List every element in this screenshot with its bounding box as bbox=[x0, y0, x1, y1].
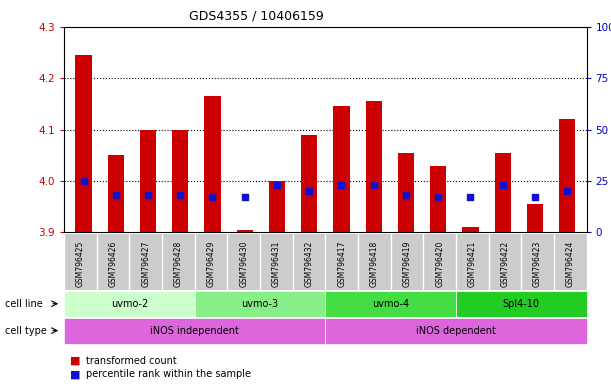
Bar bbox=[140, 130, 156, 232]
Text: iNOS dependent: iNOS dependent bbox=[416, 326, 496, 336]
Bar bbox=[205, 96, 221, 232]
Bar bbox=[301, 135, 317, 232]
Text: ■: ■ bbox=[70, 356, 81, 366]
Bar bbox=[430, 166, 446, 232]
Text: GSM796419: GSM796419 bbox=[403, 241, 411, 287]
Point bbox=[401, 192, 411, 199]
Text: transformed count: transformed count bbox=[86, 356, 177, 366]
Text: iNOS independent: iNOS independent bbox=[150, 326, 239, 336]
Bar bbox=[334, 106, 349, 232]
Text: GSM796422: GSM796422 bbox=[500, 241, 510, 287]
Text: GSM796428: GSM796428 bbox=[174, 241, 183, 287]
Point bbox=[175, 192, 185, 199]
Point bbox=[433, 194, 443, 200]
Text: GSM796427: GSM796427 bbox=[141, 241, 150, 287]
Bar bbox=[236, 230, 253, 232]
Text: GSM796421: GSM796421 bbox=[468, 241, 477, 287]
Bar bbox=[269, 181, 285, 232]
Point bbox=[562, 188, 572, 194]
Bar bbox=[398, 153, 414, 232]
Point bbox=[530, 194, 540, 200]
Text: percentile rank within the sample: percentile rank within the sample bbox=[86, 369, 251, 379]
Text: GSM796431: GSM796431 bbox=[272, 241, 281, 287]
Text: uvmo-4: uvmo-4 bbox=[372, 299, 409, 309]
Bar bbox=[108, 155, 124, 232]
Text: GDS4355 / 10406159: GDS4355 / 10406159 bbox=[189, 10, 324, 23]
Bar bbox=[463, 227, 478, 232]
Text: GSM796429: GSM796429 bbox=[207, 241, 216, 287]
Text: GSM796418: GSM796418 bbox=[370, 241, 379, 287]
Point bbox=[272, 182, 282, 188]
Text: uvmo-3: uvmo-3 bbox=[241, 299, 279, 309]
Bar bbox=[75, 55, 92, 232]
Text: GSM796424: GSM796424 bbox=[566, 241, 575, 287]
Point bbox=[240, 194, 250, 200]
Bar bbox=[559, 119, 576, 232]
Point bbox=[111, 192, 120, 199]
Bar bbox=[495, 153, 511, 232]
Text: GSM796430: GSM796430 bbox=[240, 241, 248, 287]
Bar bbox=[527, 204, 543, 232]
Text: GSM796420: GSM796420 bbox=[435, 241, 444, 287]
Point bbox=[208, 194, 218, 200]
Text: cell line: cell line bbox=[5, 299, 43, 309]
Text: GSM796417: GSM796417 bbox=[337, 241, 346, 287]
Point bbox=[466, 194, 475, 200]
Text: ■: ■ bbox=[70, 369, 81, 379]
Point bbox=[143, 192, 153, 199]
Bar bbox=[172, 130, 188, 232]
Point bbox=[498, 182, 508, 188]
Text: GSM796432: GSM796432 bbox=[304, 241, 313, 287]
Text: GSM796425: GSM796425 bbox=[76, 241, 85, 287]
Point bbox=[79, 178, 89, 184]
Point bbox=[337, 182, 346, 188]
Point bbox=[304, 188, 314, 194]
Text: GSM796426: GSM796426 bbox=[109, 241, 118, 287]
Bar bbox=[365, 101, 382, 232]
Text: Spl4-10: Spl4-10 bbox=[503, 299, 540, 309]
Text: cell type: cell type bbox=[5, 326, 47, 336]
Text: uvmo-2: uvmo-2 bbox=[111, 299, 148, 309]
Point bbox=[369, 182, 379, 188]
Text: GSM796423: GSM796423 bbox=[533, 241, 542, 287]
